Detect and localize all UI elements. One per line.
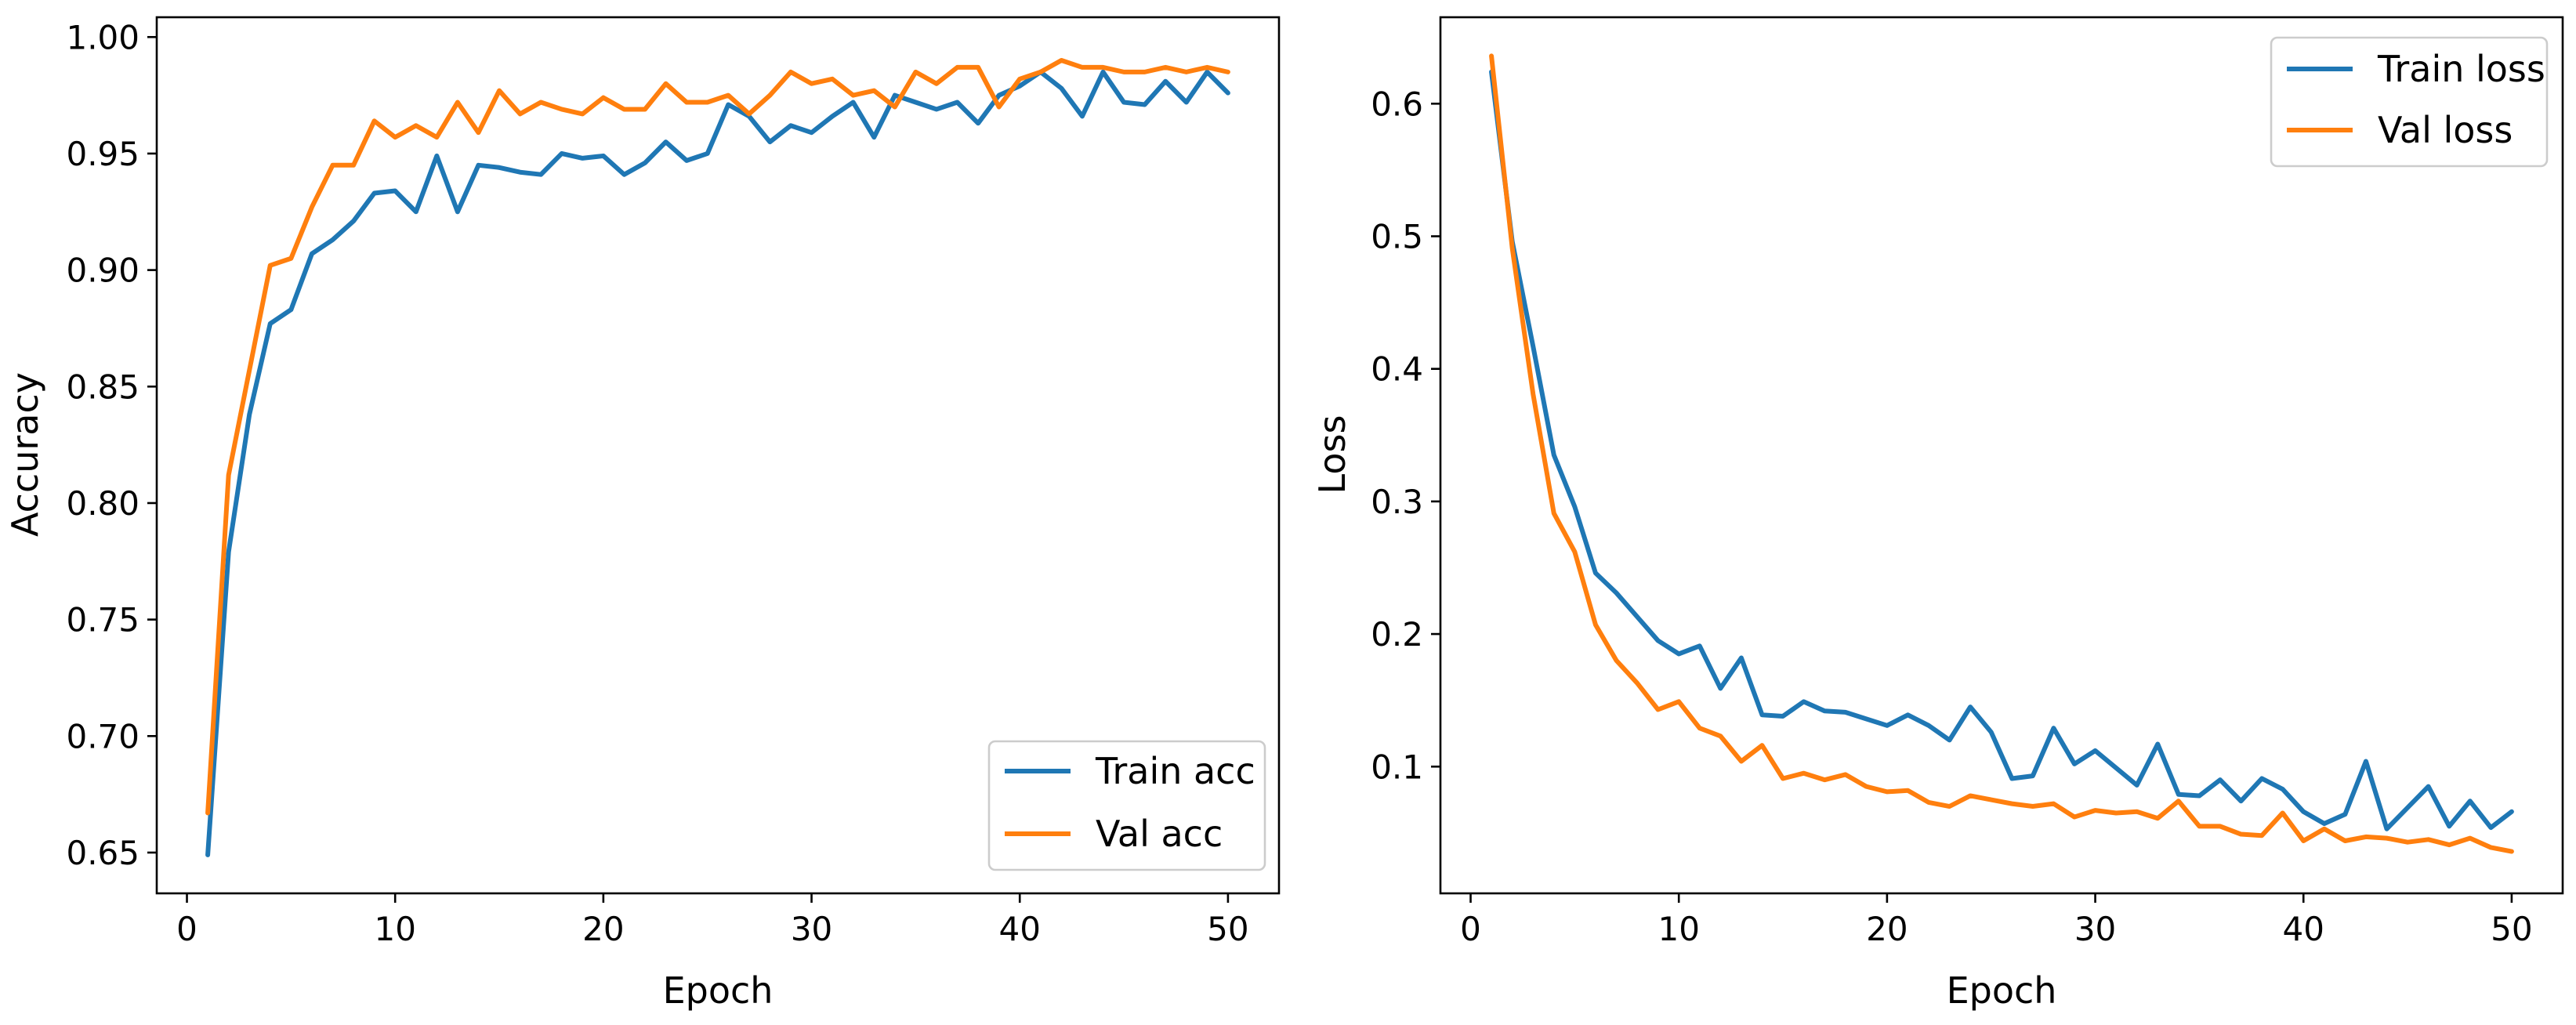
loss-x-axis-label: Epoch <box>1947 969 2057 1012</box>
loss-x-tick-label: 30 <box>2074 910 2116 948</box>
accuracy-x-tick-label: 10 <box>374 910 415 948</box>
accuracy-y-tick-label: 0.75 <box>66 601 139 639</box>
accuracy-x-tick-label: 50 <box>1207 910 1248 948</box>
accuracy-x-axis-label: Epoch <box>663 969 774 1012</box>
loss-plot-frame <box>1439 16 2564 895</box>
loss-y-tick-label: 0.6 <box>1371 85 1423 123</box>
loss-x-tick-label: 40 <box>2283 910 2324 948</box>
accuracy-y-tick-label: 0.80 <box>66 484 139 523</box>
accuracy-x-tick-label: 0 <box>176 910 197 948</box>
accuracy-y-tick-label: 0.65 <box>66 834 139 872</box>
loss-legend-label-train: Train loss <box>2377 48 2545 90</box>
loss-series <box>1489 53 2514 854</box>
loss-y-tick-label: 0.5 <box>1371 218 1423 256</box>
accuracy-x-tick-label: 20 <box>582 910 624 948</box>
accuracy-legend-label-val: Val acc <box>1096 813 1223 855</box>
loss-y-tick-label: 0.1 <box>1371 748 1423 786</box>
accuracy-y-tick-label: 0.95 <box>66 135 139 173</box>
loss-ticks: 0 10 20 30 40 50 0.1 0.2 0.3 0.4 0.5 0.6 <box>1371 85 2532 948</box>
accuracy-ticks: 0 10 20 30 40 50 0.65 0.70 0.75 0.80 0.85 0.90 0.95 1… <box>66 18 1248 948</box>
loss-series-train-loss <box>1489 69 2514 831</box>
accuracy-chart: 0 10 20 30 40 50 0.65 0.70 0.75 0.80 0.85 0.90 0.95 1… <box>4 16 1281 1012</box>
loss-y-axis-label: Loss <box>1311 415 1353 494</box>
accuracy-series <box>205 58 1230 857</box>
loss-x-tick-label: 50 <box>2491 910 2532 948</box>
accuracy-y-tick-label: 0.90 <box>66 252 139 290</box>
loss-legend: Train loss Val loss <box>2270 36 2549 168</box>
loss-chart: 0 10 20 30 40 50 0.1 0.2 0.3 0.4 0.5 0.6 Epoch Loss… <box>1311 16 2564 1012</box>
loss-x-tick-label: 0 <box>1460 910 1481 948</box>
loss-y-tick-label: 0.4 <box>1371 350 1423 389</box>
accuracy-y-tick-label: 0.70 <box>66 717 139 755</box>
accuracy-legend-label-train: Train acc <box>1095 750 1255 792</box>
accuracy-y-tick-label: 1.00 <box>66 18 139 56</box>
accuracy-plot-frame <box>155 16 1281 895</box>
accuracy-series-val-acc <box>205 58 1230 816</box>
loss-x-tick-label: 20 <box>1866 910 1908 948</box>
accuracy-x-tick-label: 40 <box>999 910 1041 948</box>
loss-y-tick-label: 0.2 <box>1371 615 1423 654</box>
loss-x-tick-label: 10 <box>1658 910 1699 948</box>
loss-y-tick-label: 0.3 <box>1371 483 1423 521</box>
accuracy-legend: Train acc Val acc <box>987 740 1266 871</box>
accuracy-series-train-acc <box>205 69 1230 857</box>
accuracy-y-tick-label: 0.85 <box>66 368 139 406</box>
accuracy-y-axis-label: Accuracy <box>4 372 46 537</box>
loss-series-val-loss <box>1489 53 2514 854</box>
accuracy-x-tick-label: 30 <box>791 910 832 948</box>
loss-legend-label-val: Val loss <box>2378 109 2513 151</box>
